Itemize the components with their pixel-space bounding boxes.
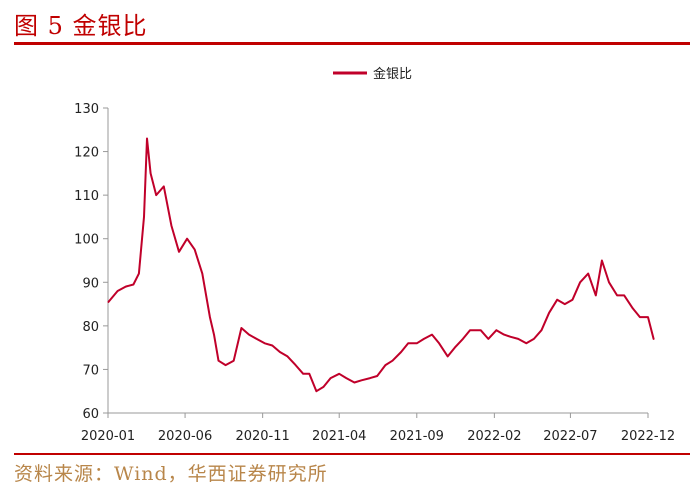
- x-tick-label: 2021-09: [390, 429, 444, 444]
- y-tick-label: 90: [82, 276, 99, 291]
- source-rule: [14, 453, 690, 455]
- y-tick-label: 130: [74, 102, 99, 117]
- series-layer: [107, 137, 655, 393]
- legend: 金银比: [333, 66, 412, 82]
- figure-title: 图 5 金银比: [14, 12, 148, 40]
- y-tick-label: 70: [82, 363, 99, 378]
- y-tick-label: 120: [74, 146, 99, 161]
- x-tick-label: 2022-02: [467, 429, 521, 444]
- y-tick-label: 100: [74, 233, 99, 248]
- series-line-gold-silver-ratio: [107, 137, 655, 393]
- title-rule: [14, 42, 690, 45]
- x-tick-label: 2020-11: [235, 429, 289, 444]
- legend-label: 金银比: [373, 66, 412, 82]
- y-tick-label: 80: [82, 320, 99, 335]
- x-tick-label: 2021-04: [312, 429, 366, 444]
- x-tick-label: 2022-12: [621, 429, 675, 444]
- axes: [103, 107, 649, 418]
- x-tick-labels: 2020-01 2020-06 2020-11 2021-04 2021-09 2022-…: [81, 429, 675, 444]
- y-tick-label: 60: [82, 407, 99, 422]
- y-tick-label: 110: [74, 189, 99, 204]
- source-note: 资料来源：Wind，华西证券研究所: [14, 463, 328, 485]
- y-tick-labels: 60 70 80 90 100 110 120 130: [74, 102, 99, 422]
- x-tick-label: 2020-06: [158, 429, 212, 444]
- x-tick-label: 2020-01: [81, 429, 135, 444]
- x-tick-label: 2022-07: [543, 429, 597, 444]
